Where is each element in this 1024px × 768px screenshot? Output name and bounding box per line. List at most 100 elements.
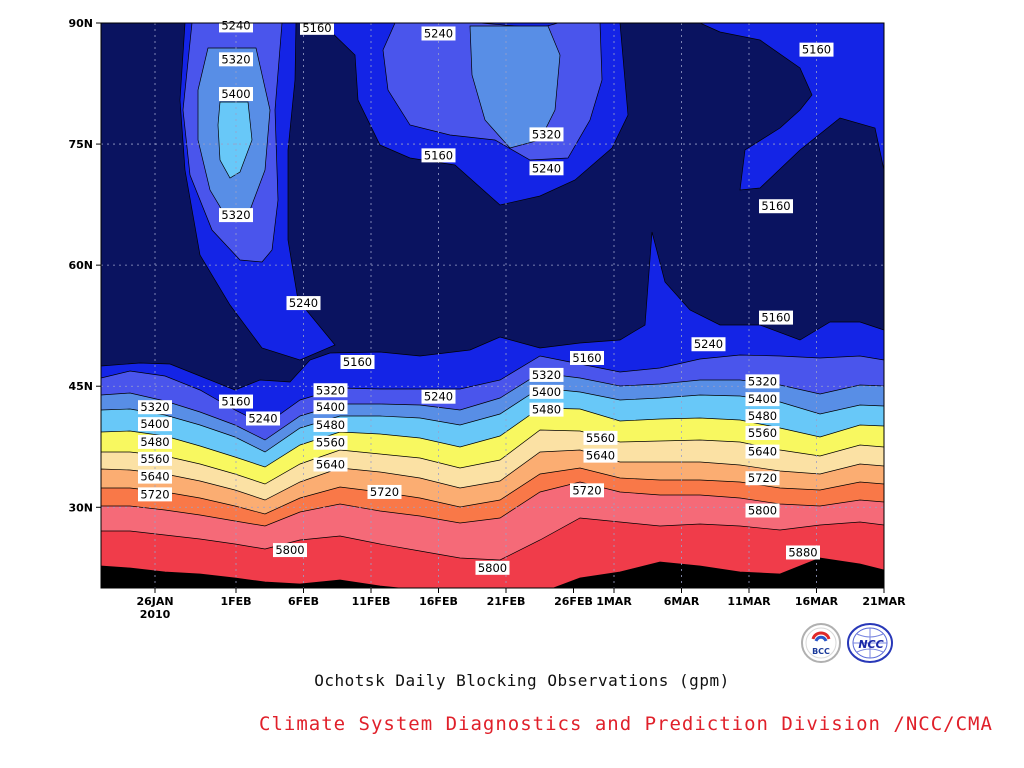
contour-label: 5640 (138, 469, 172, 484)
x-tick-label: 26FEB (554, 595, 593, 608)
contour-label: 5560 (583, 430, 618, 445)
contour-label-bg (138, 451, 172, 466)
x-tick-label: 26JAN (136, 595, 173, 608)
contour-label-bg (273, 543, 307, 558)
contour-label-text: 5480 (316, 418, 345, 432)
contour-label: 5400 (529, 384, 564, 399)
contour-label: 5400 (138, 417, 172, 432)
contour-label-bg (138, 434, 172, 449)
contour-label-text: 5400 (221, 87, 250, 101)
contour-label-text: 5480 (140, 435, 169, 449)
contour-label-text: 5800 (748, 504, 777, 518)
contour-label-bg (286, 296, 321, 311)
contour-label: 5720 (138, 487, 172, 502)
contour-label: 5560 (313, 435, 348, 450)
x-tick-label: 6MAR (664, 595, 700, 608)
contour-label: 5160 (300, 20, 334, 35)
contour-label-text: 5640 (140, 470, 169, 484)
contour-label-bg (529, 384, 564, 399)
contour-label-text: 5320 (316, 383, 345, 397)
contour-label-bg (340, 355, 375, 369)
y-tick-label: 90N (68, 17, 93, 30)
contour-label-bg (570, 350, 604, 365)
contour-label-text: 5400 (140, 417, 169, 431)
contour-label: 5640 (313, 457, 348, 472)
contour-label: 5480 (745, 409, 780, 424)
contour-label: 5240 (219, 18, 253, 33)
contour-label-text: 5320 (221, 52, 250, 66)
contour-label-text: 5720 (572, 483, 601, 497)
contour-label: 5160 (799, 42, 834, 57)
contour-label-text: 5400 (748, 392, 777, 406)
contour-label-text: 5320 (140, 400, 169, 414)
contour-label: 5480 (138, 434, 172, 449)
contour-label: 5560 (138, 451, 172, 466)
contour-label-text: 5160 (424, 148, 453, 162)
contour-label-bg (529, 402, 564, 417)
contour-label: 5880 (786, 545, 820, 560)
contour-label-text: 5160 (802, 43, 831, 57)
y-tick-label: 45N (68, 380, 93, 393)
x-tick-label: 16MAR (795, 595, 839, 608)
contour-label: 5320 (138, 400, 172, 415)
contour-label-bg (313, 383, 348, 398)
contour-label-bg (745, 444, 780, 459)
contour-label: 5720 (570, 483, 604, 498)
contour-label: 5240 (286, 296, 321, 311)
contour-label: 5800 (273, 543, 307, 558)
contour-label-text: 5240 (221, 18, 250, 32)
contour-label-bg (219, 52, 253, 67)
contour-label: 5400 (313, 400, 348, 415)
contour-label-bg (313, 457, 348, 472)
contour-label-text: 5160 (302, 21, 331, 35)
contour-label-bg (691, 337, 726, 352)
contour-label: 5320 (745, 374, 780, 389)
band-max (101, 557, 884, 588)
contour-label: 5720 (367, 484, 402, 499)
contour-label-bg (138, 469, 172, 484)
contour-label-bg (219, 18, 253, 33)
contour-label-bg (219, 208, 253, 223)
contour-label: 5640 (583, 448, 618, 463)
contour-label: 5160 (759, 310, 793, 325)
upper-region-5160-5240-2 (699, 23, 884, 191)
contour-label-bg (219, 394, 253, 409)
contour-label-text: 5560 (586, 431, 615, 445)
contour-label: 5320 (313, 383, 348, 398)
contour-label-text: 5320 (532, 368, 561, 382)
contour-label-bg (367, 484, 402, 499)
contour-label-bg (300, 20, 334, 35)
credit-line: Climate System Diagnostics and Predictio… (259, 713, 993, 735)
contour-label-bg (313, 400, 348, 415)
contour-label: 5400 (745, 392, 780, 407)
contour-label-text: 5320 (221, 208, 250, 222)
contour-label-text: 5240 (424, 26, 453, 40)
contour-label: 5160 (759, 199, 793, 214)
contour-label-text: 5800 (478, 561, 507, 575)
contour-label-bg (421, 389, 456, 404)
contour-label-text: 5560 (140, 452, 169, 466)
contour-label-text: 5240 (289, 296, 318, 310)
contour-label-text: 5720 (370, 485, 399, 499)
contour-label: 5560 (745, 426, 780, 441)
contour-label-text: 5160 (221, 395, 250, 409)
contour-label-bg (138, 417, 172, 432)
contour-label-text: 5720 (748, 471, 777, 485)
contour-label-text: 5160 (343, 355, 372, 369)
contour-label-bg (745, 503, 780, 518)
contour-label-text: 5240 (424, 390, 453, 404)
contour-label-bg (759, 199, 793, 214)
y-tick-label: 60N (68, 259, 93, 272)
contour-label: 5160 (219, 394, 253, 409)
contour-label-text: 5160 (572, 351, 601, 365)
contour-label: 5480 (529, 402, 564, 417)
contour-label-bg (570, 483, 604, 498)
y-tick-label: 75N (68, 138, 93, 151)
contour-label: 5240 (421, 26, 456, 41)
x-tick-label: 1FEB (220, 595, 251, 608)
contour-label-bg (745, 409, 780, 424)
contour-label-text: 5240 (532, 161, 561, 175)
contour-label-bg (421, 148, 456, 163)
contour-label-bg (138, 487, 172, 502)
contour-label: 5320 (219, 208, 253, 223)
